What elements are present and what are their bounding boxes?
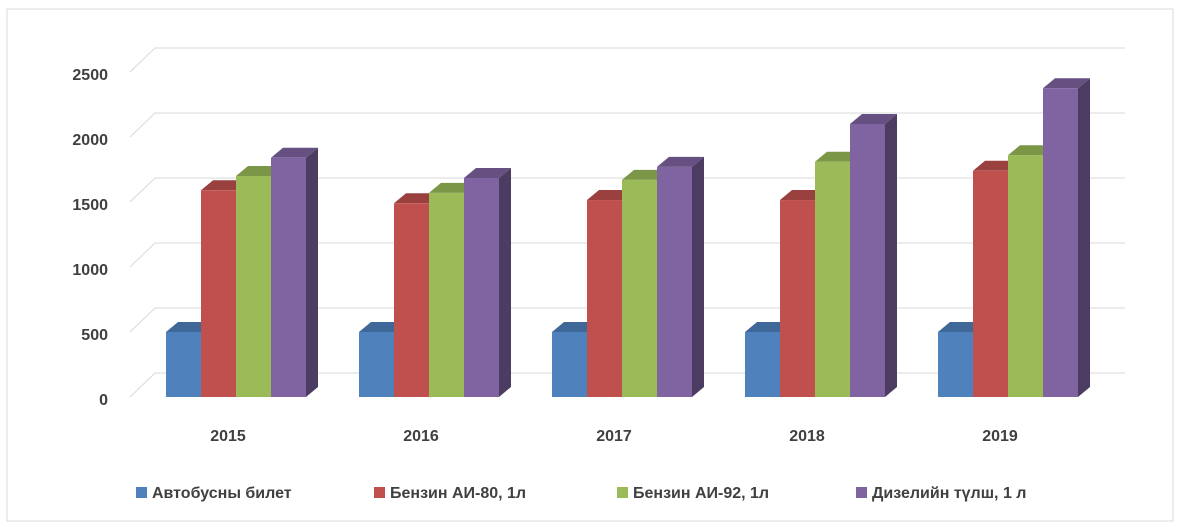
grid-line [129, 112, 1125, 138]
grid-line [129, 47, 1125, 73]
x-tick-label: 2017 [596, 428, 632, 445]
bar [745, 332, 780, 397]
bar-side [692, 156, 704, 397]
bar-top [1043, 78, 1090, 89]
bar [394, 203, 429, 397]
bar [271, 157, 306, 397]
legend-label: Бензин АИ-92, 1л [633, 485, 769, 502]
bar [622, 179, 657, 397]
bar [166, 332, 201, 397]
bar-top [850, 114, 897, 124]
legend-label: Автобусны билет [152, 485, 292, 502]
x-tick-label: 2015 [210, 428, 246, 445]
bar-side [499, 167, 511, 397]
bar [429, 192, 464, 397]
legend-label: Бензин АИ-80, 1л [390, 485, 526, 502]
legend-label: Дизелийн түлш, 1 л [872, 485, 1026, 502]
legend-swatch [374, 487, 385, 498]
bar-top [657, 156, 704, 167]
grid-line [129, 177, 1125, 203]
bar [552, 332, 587, 397]
y-tick-label: 1500 [72, 197, 108, 214]
bar [1008, 155, 1043, 397]
x-tick-label: 2019 [982, 428, 1018, 445]
y-tick-label: 0 [99, 392, 108, 409]
x-tick-label: 2016 [403, 428, 439, 445]
legend-swatch [617, 487, 628, 498]
bar-side [306, 147, 318, 397]
legend-swatch [136, 487, 147, 498]
bar [657, 166, 692, 397]
bar-side [1078, 78, 1090, 397]
bar [780, 200, 815, 397]
bar [587, 200, 622, 397]
y-tick-label: 2000 [72, 132, 108, 149]
bar [815, 161, 850, 397]
bar [464, 177, 499, 397]
bar [938, 332, 973, 397]
bar [236, 176, 271, 397]
bar-top [464, 167, 511, 178]
y-tick-label: 2500 [72, 67, 108, 84]
legend-swatch [856, 487, 867, 498]
x-tick-label: 2018 [789, 428, 825, 445]
y-tick-label: 500 [81, 327, 108, 344]
y-tick-label: 1000 [72, 262, 108, 279]
bar-top [271, 147, 318, 158]
bar-side [885, 114, 897, 397]
bar [359, 332, 394, 397]
bar [1043, 88, 1078, 397]
bar [201, 190, 236, 397]
bar [850, 124, 885, 397]
bar [973, 170, 1008, 397]
